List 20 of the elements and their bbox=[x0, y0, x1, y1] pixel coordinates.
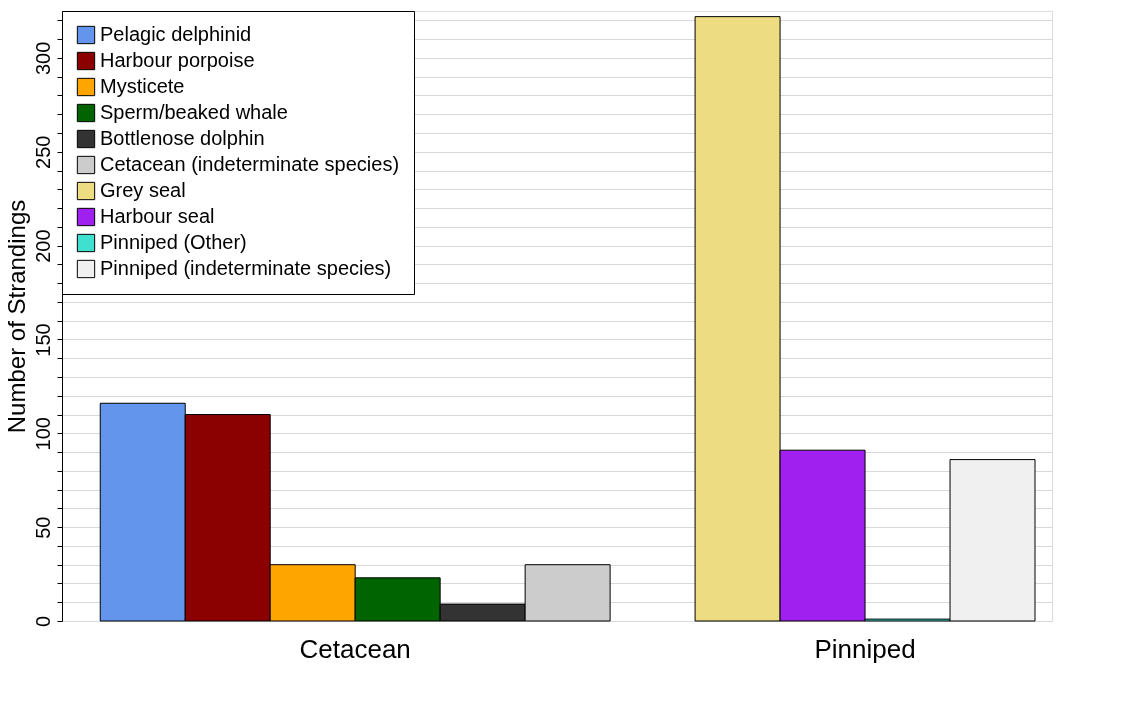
y-tick-label: 50 bbox=[31, 516, 54, 539]
y-tick-label: 0 bbox=[31, 615, 54, 628]
y-tick-label: 250 bbox=[31, 135, 54, 169]
legend-label: Pinniped (indeterminate species) bbox=[100, 257, 392, 279]
y-axis-title: Number of Strandings bbox=[2, 199, 30, 434]
legend-label: Harbour porpoise bbox=[100, 49, 255, 71]
x-tick-label: Pinniped bbox=[814, 634, 916, 664]
legend-label: Grey seal bbox=[100, 179, 186, 201]
y-tick-label: 300 bbox=[31, 41, 54, 76]
y-tick-label: 150 bbox=[31, 323, 54, 357]
legend-label: Pelagic delphinid bbox=[100, 23, 252, 45]
legend-label: Harbour seal bbox=[100, 205, 215, 227]
legend-label: Sperm/beaked whale bbox=[100, 101, 288, 123]
legend-label: Cetacean (indeterminate species) bbox=[100, 153, 400, 175]
x-tick-label: Cetacean bbox=[299, 634, 411, 664]
legend-label: Pinniped (Other) bbox=[100, 231, 247, 253]
legend-label: Mysticete bbox=[100, 75, 185, 97]
legend-label: Bottlenose dolphin bbox=[100, 127, 265, 149]
y-tick-label: 100 bbox=[31, 417, 54, 451]
y-tick-label: 200 bbox=[31, 229, 54, 263]
